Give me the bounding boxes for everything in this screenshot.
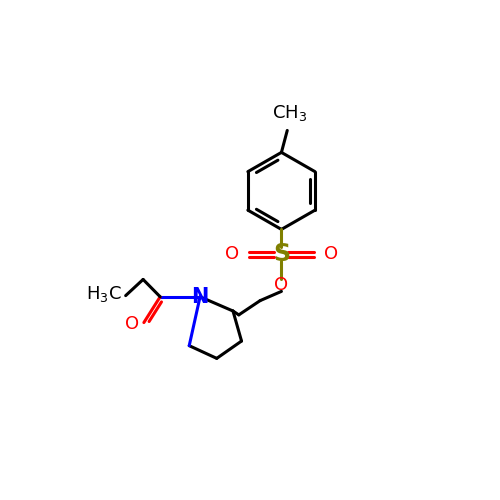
Text: O: O [125, 316, 139, 334]
Text: O: O [224, 246, 239, 264]
Text: N: N [192, 287, 209, 307]
Text: S: S [273, 242, 290, 266]
Text: O: O [324, 246, 338, 264]
Text: H$_3$C: H$_3$C [86, 284, 122, 304]
Text: O: O [274, 276, 288, 294]
Text: CH$_3$: CH$_3$ [272, 103, 307, 123]
